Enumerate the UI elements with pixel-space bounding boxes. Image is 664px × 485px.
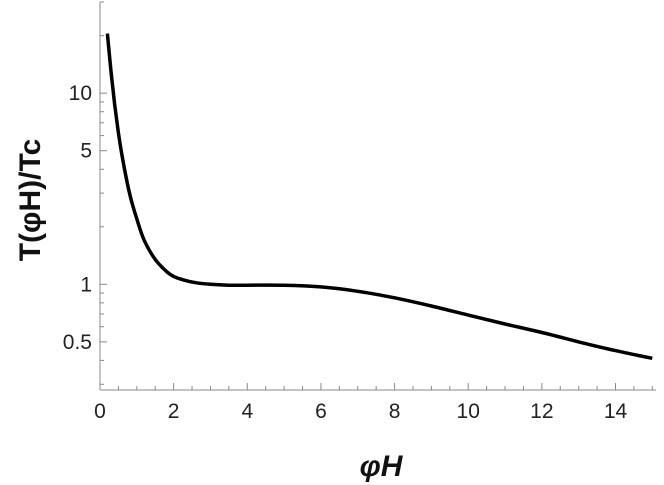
x-axis-title: φH — [360, 450, 404, 483]
x-tick-label: 4 — [241, 400, 253, 423]
y-tick-label: 1 — [80, 273, 92, 296]
x-tick-label: 6 — [315, 400, 327, 423]
x-tick-label: 14 — [604, 400, 628, 423]
y-tick-label: 10 — [69, 82, 92, 105]
y-axis-title: T(φH)/Tc — [14, 139, 47, 262]
x-axis: 0 2 4 6 8 10 12 14 — [94, 383, 653, 423]
series-layer — [105, 33, 653, 361]
x-tick-label: 0 — [94, 400, 106, 423]
series-line — [105, 33, 653, 361]
y-axis: 0.5 1 5 10 — [63, 1, 107, 385]
x-tick-label: 10 — [457, 400, 480, 423]
x-tick-label: 2 — [168, 400, 180, 423]
y-tick-label: 0.5 — [63, 331, 92, 354]
x-tick-label: 8 — [389, 400, 401, 423]
y-tick-label: 5 — [80, 140, 92, 163]
axes-frame — [99, 2, 656, 391]
x-tick-label: 12 — [530, 400, 553, 423]
